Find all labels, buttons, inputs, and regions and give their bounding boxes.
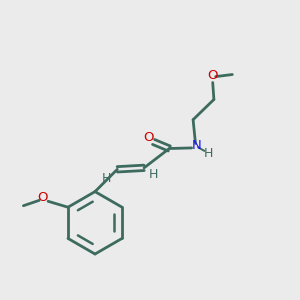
Text: O: O [143, 131, 154, 144]
Text: H: H [149, 168, 158, 181]
Text: O: O [38, 191, 48, 204]
Text: O: O [207, 69, 217, 82]
Text: H: H [203, 147, 213, 160]
Text: N: N [192, 139, 202, 152]
Text: H: H [101, 172, 111, 185]
